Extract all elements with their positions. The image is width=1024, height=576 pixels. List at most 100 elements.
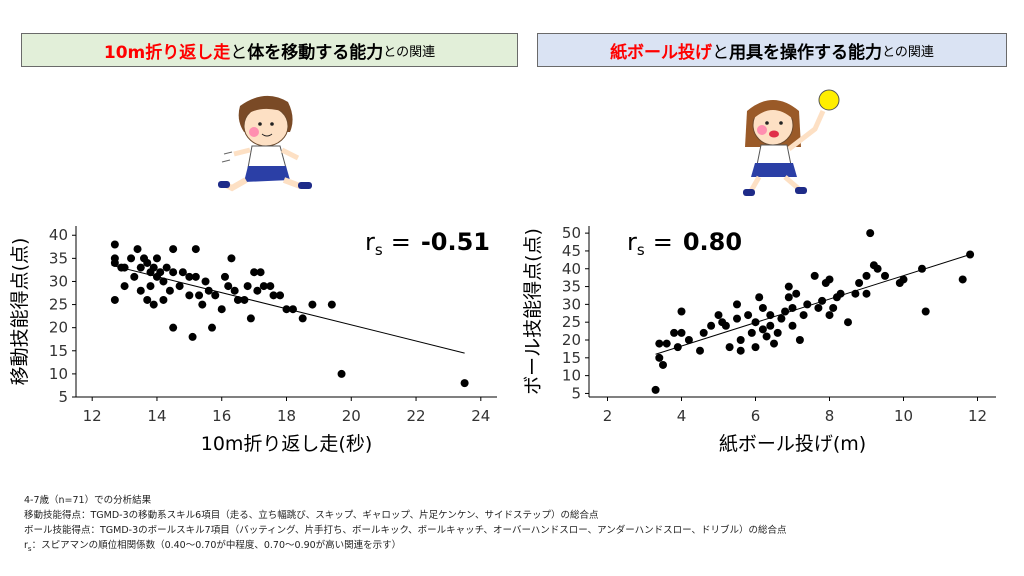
right-chart-data-point [677, 328, 686, 337]
right-chart-data-point [773, 328, 782, 337]
left-chart-data-point [243, 282, 252, 291]
left-chart-data-point [269, 291, 278, 300]
left-chart-data-point [169, 268, 178, 277]
right-chart-data-point [862, 289, 871, 298]
left-chart-rs-eq: = [391, 228, 411, 256]
right-chart-y-tick-label: 20 [562, 331, 581, 349]
right-chart-rs-sub: s [637, 241, 645, 259]
right-chart-trendline [655, 254, 971, 355]
right-chart-data-point [825, 311, 834, 320]
left-chart-x-tick-label: 12 [83, 407, 102, 425]
banner-left-to: と [230, 42, 248, 63]
right-chart-data-point [829, 303, 838, 312]
left-chart-data-point [276, 291, 285, 300]
right-chart-data-point [781, 307, 790, 316]
left-chart-data-point [146, 282, 155, 291]
left-chart-data-point [149, 300, 158, 309]
right-chart-data-point [670, 328, 679, 337]
right-chart-y-tick-label: 25 [562, 313, 581, 331]
right-chart-data-point [770, 339, 778, 348]
left-chart-data-point [195, 291, 204, 300]
right-chart-data-point [651, 385, 660, 394]
left-chart-data-point [188, 332, 197, 341]
right-chart-data-point [662, 339, 671, 348]
right-chart-y-tick-label: 15 [562, 349, 581, 367]
right-chart-data-point [684, 336, 693, 344]
footnote-rs: rs：スピアマンの順位相関係数（0.40～0.70が中程度、0.70～0.90が… [24, 538, 787, 557]
left-chart-data-point [136, 263, 145, 272]
right-chart-data-point [766, 311, 775, 320]
banner-right: 紙ボール投げと用具を操作する能力 との関連 [537, 33, 1007, 67]
left-chart-data-point [136, 286, 145, 295]
left-chart-data-point [159, 277, 168, 286]
left-chart-data-point [178, 268, 187, 277]
right-chart-data-point [792, 289, 801, 298]
right-chart-data-point [881, 271, 889, 280]
left-chart-data-point [201, 277, 210, 286]
right-chart-data-point [699, 328, 708, 337]
footnote-locomotor: 移動技能得点：TGMD-3の移動系スキル6項目（走る、立ち幅跳び、スキップ、ギャ… [24, 510, 599, 521]
footnote-rs-r: r [24, 540, 28, 551]
right-chart-data-point [762, 332, 771, 341]
left-chart-data-point [288, 305, 297, 314]
left-chart-y-tick-label: 30 [49, 272, 68, 290]
right-chart-data-point [758, 325, 767, 334]
left-chart-x-tick-label: 18 [277, 407, 296, 425]
banner-right-to: と [712, 42, 730, 63]
right-chart-data-point [766, 321, 775, 330]
right-chart-x-tick-label: 4 [677, 407, 687, 425]
left-chart-y-tick-label: 5 [58, 388, 68, 406]
right-chart-data-point [677, 307, 686, 316]
right-chart-data-point [818, 296, 827, 305]
right-chart-data-point [696, 346, 704, 355]
right-chart-y-tick-label: 5 [571, 384, 581, 402]
right-chart-data-point [844, 318, 852, 327]
left-chart-data-point [220, 272, 229, 281]
right-chart-x-tick-label: 8 [825, 407, 835, 425]
left-chart-data-point [233, 295, 242, 304]
right-chart-data-point [921, 307, 930, 316]
left-chart-data-point [162, 263, 171, 272]
right-chart-data-point [755, 293, 764, 302]
right-chart-data-point [736, 336, 745, 344]
throwing-girl-illustration [743, 89, 840, 196]
left-chart-data-point [169, 323, 178, 332]
right-chart-data-point [855, 279, 864, 287]
right-chart-data-point [733, 314, 741, 323]
left-chart-data-point [259, 282, 268, 291]
footnotes: 4-7歳（n=71）での分析結果 移動技能得点：TGMD-3の移動系スキル6項目… [24, 493, 787, 557]
right-chart-x-tick-label: 2 [603, 407, 613, 425]
right-chart-data-point [825, 275, 834, 284]
right-chart-y-tick-label: 45 [562, 242, 581, 260]
right-chart-data-point [810, 271, 819, 280]
footnote-rs-sub: s [27, 544, 32, 553]
right-chart-data-point [966, 250, 975, 259]
right-chart-y-tick-label: 10 [562, 367, 581, 385]
banner-right-red: 紙ボール投げ [610, 42, 713, 63]
left-chart-data-point [110, 240, 119, 249]
left-chart-data-point [110, 295, 119, 304]
left-chart-data-point [282, 305, 291, 314]
right-chart-data-point [784, 282, 793, 291]
left-chart-data-point [208, 323, 217, 332]
right-chart-data-point [714, 311, 723, 320]
right-chart-data-point [803, 300, 812, 309]
right-chart-data-point [673, 343, 682, 352]
left-chart-data-point [227, 254, 236, 263]
left-chart-rs-annotation: rs = -0.51 [365, 228, 490, 259]
banner-right-small: との関連 [882, 44, 934, 60]
right-chart-rs-letter: r [627, 228, 637, 256]
left-chart-data-point [204, 286, 213, 295]
left-chart-x-tick-label: 16 [212, 407, 231, 425]
right-chart-data-point [655, 353, 664, 362]
left-chart-data-point [256, 268, 265, 277]
left-chart-y-tick-label: 20 [49, 319, 68, 337]
right-chart-y-axis-title: ボール技能得点(点) [522, 228, 544, 395]
left-chart-data-point [143, 258, 152, 267]
banner-left: 10m折り返し走と体を移動する能力 との関連 [21, 33, 518, 67]
left-chart-data-point [327, 300, 336, 309]
left-chart-data-point [337, 369, 346, 378]
right-chart-data-point [836, 289, 845, 298]
